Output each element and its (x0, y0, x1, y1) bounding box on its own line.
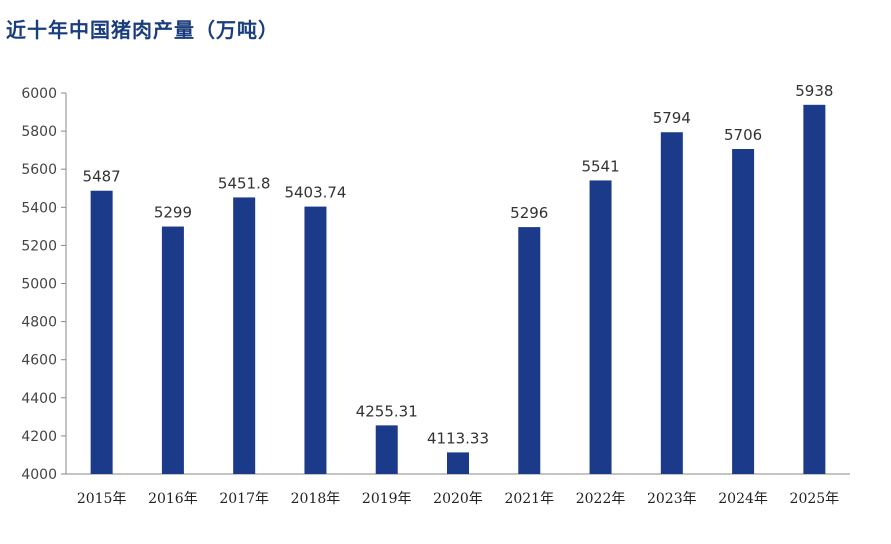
axes: 4000 4200 4400 4600 4800 5000 5200 5400 5600 5800… (21, 86, 850, 507)
chart-title: 近十年中国猪肉产量（万吨） (6, 18, 279, 42)
data-label: 5403.74 (284, 184, 346, 202)
bar (447, 452, 469, 474)
y-tick-label: 6000 (21, 86, 57, 102)
x-tick-label: 2024年 (718, 491, 768, 507)
x-tick-label: 2018年 (291, 491, 341, 507)
x-tick-label: 2016年 (148, 491, 198, 507)
x-tick-label: 2017年 (219, 491, 269, 507)
data-labels: 5487 5299 5451.8 5403.74 4255.31 4113.33 5296 5… (83, 82, 834, 448)
x-tick-label: 2021年 (504, 491, 554, 507)
y-tick-label: 5800 (21, 124, 57, 140)
bar (660, 132, 683, 475)
bar (803, 104, 826, 474)
y-tick-label: 4400 (21, 391, 57, 407)
bars (90, 104, 826, 475)
y-tick-label: 4000 (21, 467, 57, 483)
y-tick-label: 5000 (21, 277, 57, 293)
bar (161, 226, 184, 474)
y-tick-label: 4800 (21, 315, 57, 331)
data-label: 5541 (581, 157, 619, 175)
y-tick-label: 5600 (21, 162, 57, 178)
x-tick-label: 2020年 (433, 491, 483, 507)
y-tick-label: 5400 (21, 200, 57, 216)
data-label: 5938 (795, 82, 833, 100)
data-label: 5794 (653, 109, 691, 127)
data-label: 5451.8 (218, 174, 271, 192)
data-label: 4113.33 (427, 429, 489, 447)
x-tick-label: 2022年 (576, 491, 626, 507)
data-label: 5296 (510, 204, 548, 222)
bar (732, 149, 755, 474)
bar (518, 227, 541, 474)
bar (304, 206, 327, 474)
bar (589, 180, 612, 474)
y-tick-label: 5200 (21, 238, 57, 254)
x-tick-label: 2025年 (790, 491, 840, 507)
y-tick-label: 4200 (21, 429, 57, 445)
bar (375, 425, 398, 474)
data-label: 5299 (154, 204, 192, 222)
bar (233, 197, 256, 474)
y-tick-label: 4600 (21, 353, 57, 369)
x-tick-label: 2023年 (647, 491, 697, 507)
data-label: 5706 (724, 126, 762, 144)
x-tick-label: 2015年 (77, 491, 127, 507)
data-label: 5487 (83, 168, 121, 186)
data-label: 4255.31 (356, 402, 418, 420)
bar (90, 190, 113, 474)
x-tick-label: 2019年 (362, 491, 412, 507)
